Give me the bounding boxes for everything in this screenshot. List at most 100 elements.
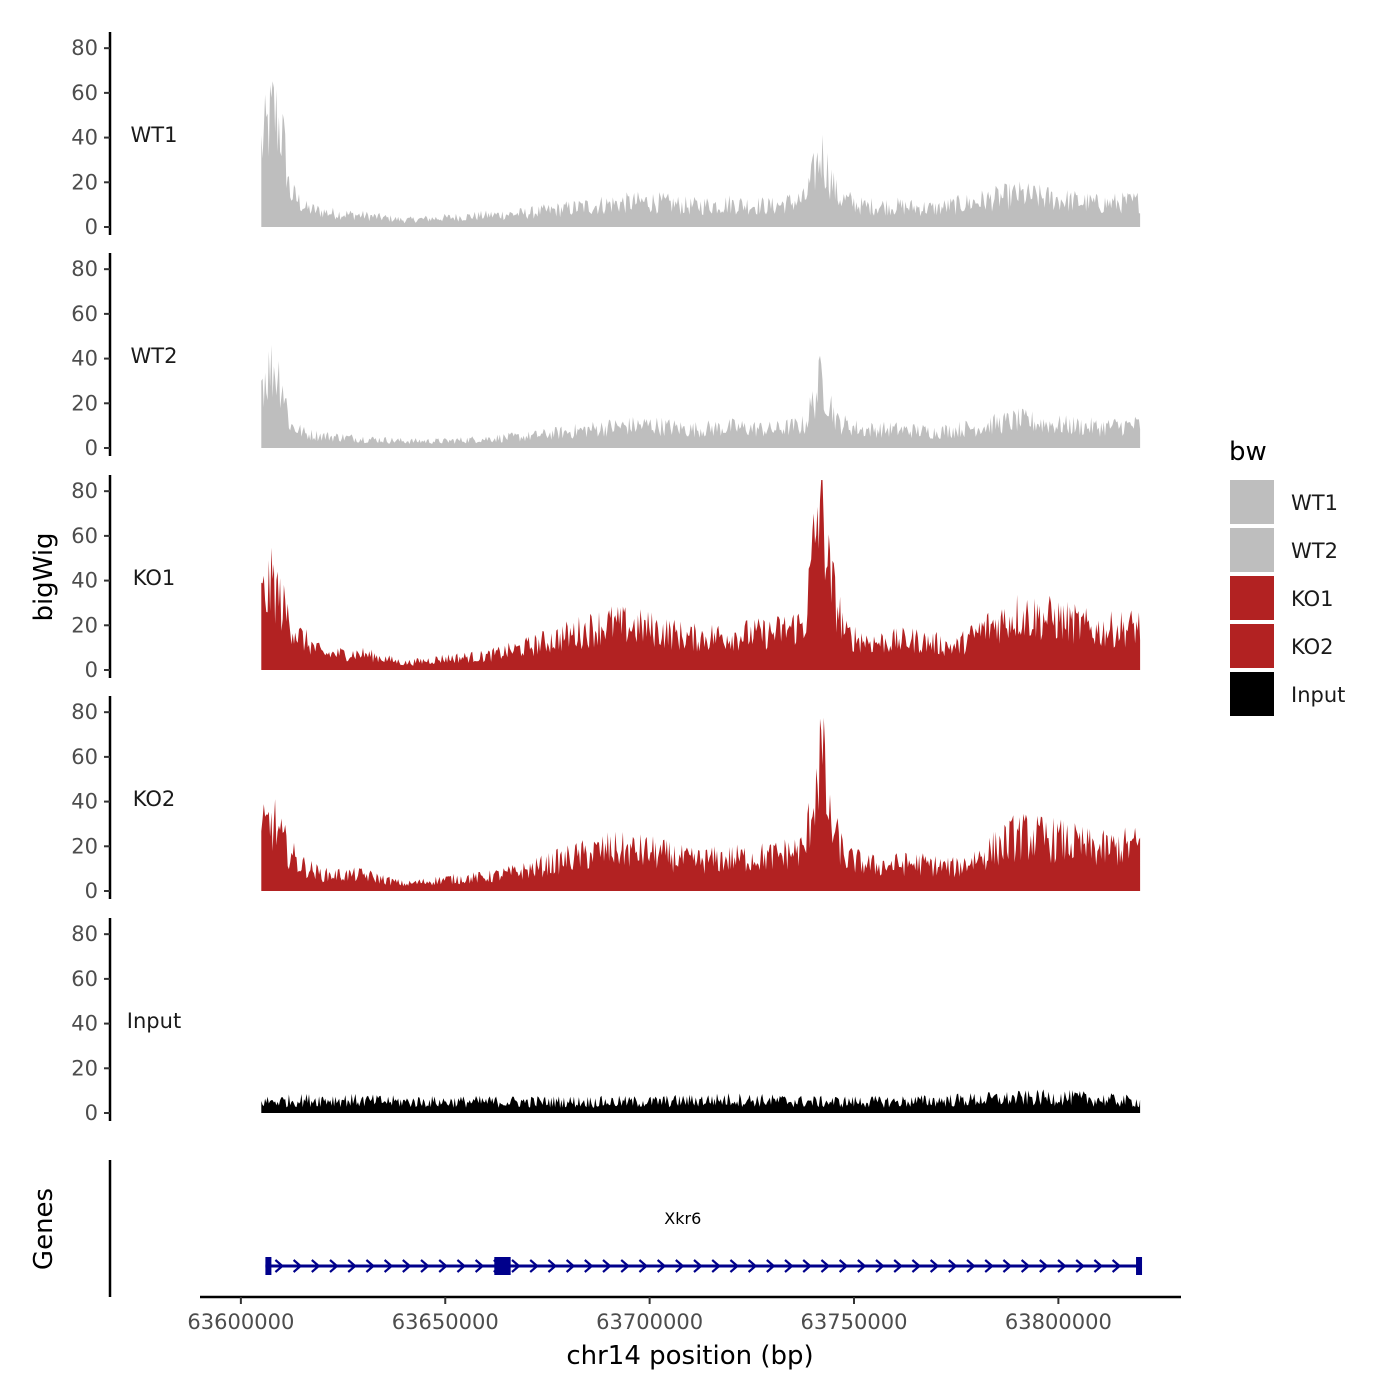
strand-arrow: [911, 1259, 922, 1273]
strand-arrow: [929, 1259, 940, 1273]
strand-arrow: [456, 1259, 467, 1273]
legend-label-ko1: KO1: [1291, 587, 1334, 611]
gene-xkr6: Xkr6: [265, 1209, 1143, 1275]
signal-tracks: 0 20 40 60 80 WT1 0 20 40 60 80 WT2 0 20 40 60 80 KO1 0 20 4…: [71, 32, 1141, 1125]
strand-arrow: [984, 1259, 994, 1273]
strand-arrow: [584, 1259, 594, 1273]
y-tick-label: 80: [71, 257, 98, 281]
legend-label-input: Input: [1291, 683, 1345, 707]
y-tick-label: 0: [85, 215, 98, 239]
strand-arrow: [602, 1259, 612, 1273]
strand-arrow: [365, 1259, 376, 1273]
strand-arrow: [784, 1259, 794, 1273]
strand-arrow: [820, 1259, 831, 1273]
strand-arrow: [547, 1259, 558, 1273]
legend-swatch-input: [1230, 672, 1274, 716]
legend-label-ko2: KO2: [1291, 635, 1334, 659]
strand-arrow: [675, 1259, 685, 1273]
legend-swatch-ko1: [1230, 576, 1274, 620]
strand-arrow: [529, 1259, 539, 1273]
legend-swatch-wt2: [1230, 528, 1274, 572]
genes-axis-title: Genes: [29, 1188, 59, 1270]
x-tick-label: 63650000: [392, 1310, 499, 1334]
y-tick-label: 80: [71, 700, 98, 724]
signal-area-wt1: [261, 81, 1141, 227]
strand-arrow: [747, 1259, 758, 1273]
exon-block: [265, 1257, 272, 1275]
y-tick-label: 60: [71, 524, 98, 548]
x-tick-label: 63800000: [1005, 1310, 1112, 1334]
y-tick-label: 40: [71, 569, 98, 593]
y-tick-label: 20: [71, 834, 98, 858]
track-label: KO1: [133, 566, 176, 590]
strand-arrow: [638, 1259, 649, 1273]
strand-arrow: [329, 1259, 339, 1273]
signal-area-ko2: [261, 717, 1141, 891]
strand-arrow: [438, 1259, 448, 1273]
y-tick-label: 60: [71, 745, 98, 769]
x-tick-label: 63700000: [596, 1310, 703, 1334]
strand-arrow: [693, 1259, 703, 1273]
y-tick-label: 40: [71, 790, 98, 814]
x-axis: 63600000 63650000 63700000 63750000 63800000: [187, 1295, 1181, 1334]
signal-area-wt2: [261, 344, 1141, 448]
strand-arrow: [729, 1259, 740, 1273]
strand-arrow: [1093, 1259, 1104, 1273]
y-tick-label: 60: [71, 81, 98, 105]
legend: bw WT1 WT2 KO1 KO2 Input: [1229, 437, 1345, 716]
strand-arrow: [1057, 1259, 1067, 1273]
y-tick-label: 40: [71, 126, 98, 150]
track-ko1: 0 20 40 60 80 KO1: [71, 475, 1141, 682]
y-tick-label: 60: [71, 302, 98, 326]
y-tick-label: 60: [71, 967, 98, 991]
strand-arrow: [274, 1259, 285, 1273]
legend-swatch-wt1: [1230, 480, 1274, 524]
y-tick-label: 0: [85, 436, 98, 460]
gene-name-label: Xkr6: [664, 1209, 701, 1228]
strand-arrow: [1020, 1259, 1031, 1273]
strand-arrow: [766, 1259, 776, 1273]
strand-arrow: [948, 1259, 958, 1273]
strand-arrow: [857, 1259, 867, 1273]
strand-arrow: [511, 1259, 521, 1273]
strand-arrow: [347, 1259, 357, 1273]
track-ko2: 0 20 40 60 80 KO2: [71, 696, 1141, 903]
track-wt1: 0 20 40 60 80 WT1: [71, 32, 1141, 239]
exon-block: [1136, 1257, 1143, 1275]
strand-arrow: [802, 1259, 812, 1273]
track-wt2: 0 20 40 60 80 WT2: [71, 253, 1141, 460]
y-tick-label: 80: [71, 36, 98, 60]
legend-swatch-ko2: [1230, 624, 1274, 668]
legend-label-wt2: WT2: [1291, 539, 1338, 563]
y-tick-label: 80: [71, 922, 98, 946]
y-axis-title: bigWig: [29, 532, 59, 621]
y-tick-label: 0: [85, 1101, 98, 1125]
strand-arrow: [893, 1259, 903, 1273]
track-label: WT2: [131, 344, 178, 368]
strand-arrow: [311, 1259, 321, 1273]
strand-arrow: [383, 1259, 394, 1273]
strand-arrow: [875, 1259, 885, 1273]
exon-block: [494, 1257, 511, 1275]
y-tick-label: 20: [71, 1056, 98, 1080]
strand-arrow: [1111, 1259, 1122, 1273]
strand-arrow: [292, 1259, 303, 1273]
y-tick-label: 0: [85, 879, 98, 903]
track-label: WT1: [131, 123, 178, 147]
strand-arrow: [656, 1259, 667, 1273]
strand-arrow: [1039, 1259, 1049, 1273]
strand-arrow: [966, 1259, 976, 1273]
y-tick-label: 20: [71, 613, 98, 637]
track-label: Input: [127, 1009, 181, 1033]
signal-area-ko1: [261, 480, 1141, 670]
strand-arrow: [565, 1259, 576, 1273]
strand-arrow: [711, 1259, 721, 1273]
track-input: 0 20 40 60 80 Input: [71, 918, 1141, 1125]
y-tick-label: 40: [71, 1012, 98, 1036]
strand-arrow: [1075, 1259, 1085, 1273]
y-tick-label: 20: [71, 170, 98, 194]
y-tick-label: 80: [71, 479, 98, 503]
strand-arrow: [1002, 1259, 1013, 1273]
strand-arrow: [474, 1259, 485, 1273]
